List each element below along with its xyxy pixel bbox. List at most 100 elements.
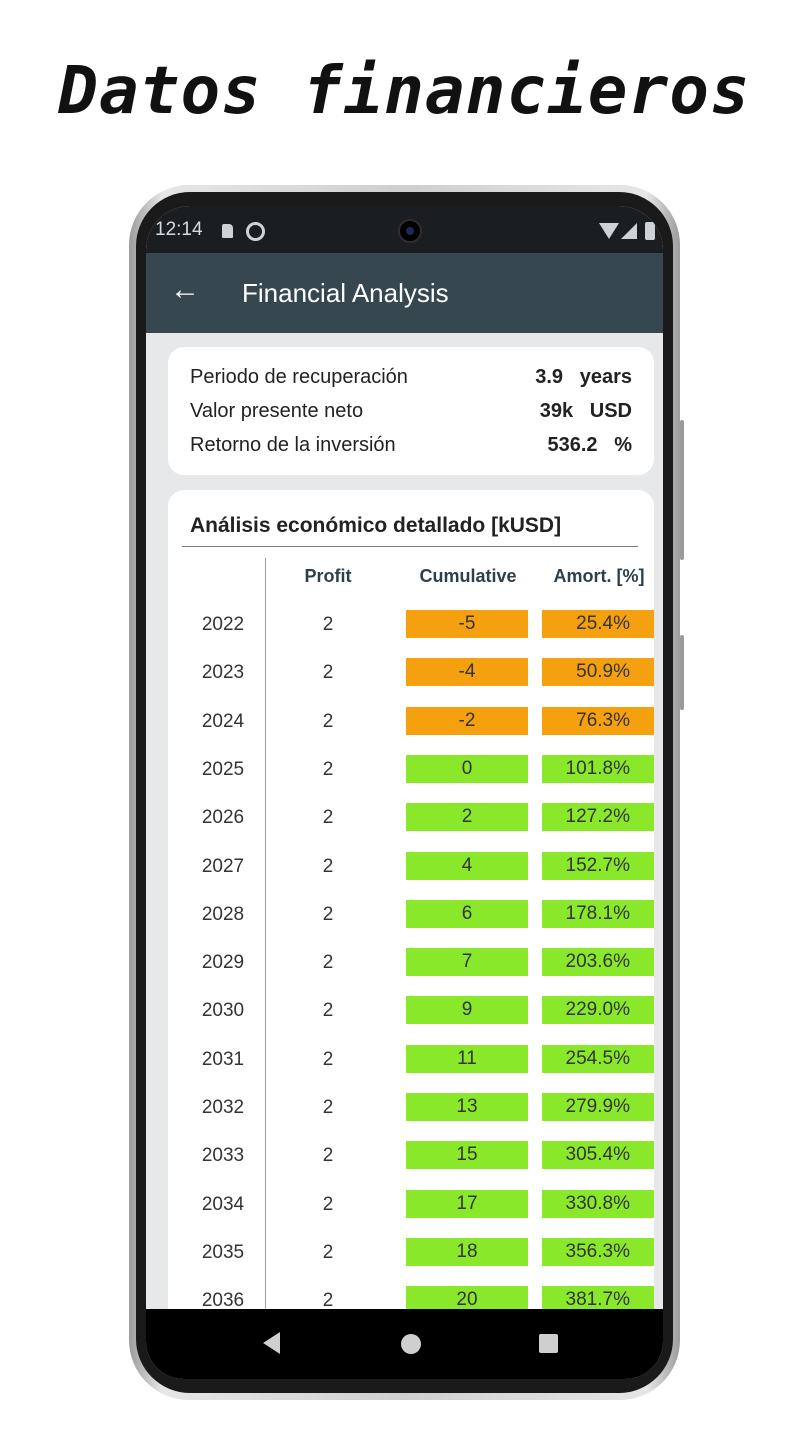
profit-cell: 2 [322,1145,334,1167]
phone-frame: 12:14 ← Financial Analysis Periodo de re… [129,185,684,1400]
profit-cell: 2 [322,1241,334,1263]
profit-cell: 2 [322,758,334,780]
amort-cell: 25.4% [542,610,654,638]
year-cell: 2030 [201,1000,245,1022]
cumulative-cell: 15 [406,1141,528,1170]
cumulative-cell: -2 [406,706,528,735]
year-cell: 2025 [201,758,245,780]
cumulative-cell: 17 [406,1189,528,1218]
summary-label: Valor presente neto [190,400,364,422]
amort-cell: 330.8% [542,1189,654,1218]
detail-title: Análisis económico detallado [kUSD] [190,514,562,537]
year-cell: 2027 [201,855,245,877]
cumulative-cell: 13 [406,1093,528,1121]
header-amort: Amort. [%] [553,566,645,586]
sd-card-icon [222,224,233,238]
power-button [680,635,684,710]
title-divider [182,546,638,547]
table-row: 2031 2 11 254.5% [168,1044,654,1075]
status-time: 12:14 [155,219,203,240]
amort-cell: 305.4% [542,1141,654,1170]
year-column-divider [265,558,266,1338]
summary-value: 39k USD [539,400,632,422]
profit-cell: 2 [322,1048,334,1070]
status-bar: 12:14 [146,206,663,253]
summary-label: Retorno de la inversión [190,434,396,456]
profit-cell: 2 [322,710,334,732]
amort-cell: 229.0% [542,996,654,1025]
cumulative-cell: 18 [406,1237,528,1266]
cumulative-cell: 9 [406,996,528,1025]
year-cell: 2034 [201,1193,245,1215]
year-cell: 2026 [201,807,245,829]
profit-cell: 2 [322,1097,334,1118]
cumulative-cell: 6 [406,899,528,928]
table-row: 2034 2 17 330.8% [168,1189,654,1220]
profit-cell: 2 [322,1000,334,1022]
nav-back-icon[interactable] [263,1332,280,1354]
table-row: 2025 2 0 101.8% [168,754,654,785]
amort-cell: 178.1% [542,899,654,928]
year-cell: 2023 [201,662,245,684]
profit-cell: 2 [322,614,334,635]
front-camera [398,219,422,243]
year-cell: 2033 [201,1145,245,1167]
header-cumulative: Cumulative [419,566,517,586]
profit-cell: 2 [322,807,334,829]
summary-value: 536.2 % [547,434,632,456]
table-row: 2027 2 4 152.7% [168,851,654,882]
year-cell: 2032 [201,1097,245,1118]
amort-cell: 279.9% [542,1093,654,1121]
year-cell: 2036 [201,1290,245,1312]
summary-card: Periodo de recuperación 3.9 years Valor … [168,347,654,475]
cumulative-cell: 0 [406,754,528,783]
battery-icon [645,222,655,240]
detail-card: Análisis económico detallado [kUSD] Prof… [168,490,654,1350]
arrow-left-icon[interactable]: ← [170,273,200,306]
cumulative-cell: 7 [406,948,528,977]
table-row: 2032 2 13 279.9% [168,1093,654,1123]
cumulative-cell: 2 [406,803,528,832]
cumulative-cell: -5 [406,610,528,638]
summary-value: 3.9 years [535,366,632,388]
profit-cell: 2 [322,903,334,925]
year-cell: 2024 [201,710,245,732]
table-row: 2030 2 9 229.0% [168,996,654,1026]
cumulative-cell: 4 [406,851,528,880]
header-profit: Profit [304,566,352,586]
nav-home-icon[interactable] [401,1334,421,1354]
year-cell: 2029 [201,952,245,974]
promo-headline: Datos financieros [58,52,751,129]
profit-cell: 2 [322,1290,334,1312]
navigation-bar [146,1309,663,1379]
amort-cell: 50.9% [542,658,654,687]
cumulative-cell: -4 [406,658,528,687]
table-row: 2028 2 6 178.1% [168,899,654,930]
amort-cell: 152.7% [542,851,654,880]
summary-row: Valor presente neto 39k USD [190,400,632,430]
table-row: 2033 2 15 305.4% [168,1141,654,1171]
app-bar: ← Financial Analysis [146,253,663,333]
amort-cell: 356.3% [542,1237,654,1266]
year-cell: 2028 [201,903,245,925]
profit-cell: 2 [322,952,334,974]
signal-icon [621,223,637,239]
nav-recents-icon[interactable] [539,1334,558,1353]
table-row: 2023 2 -4 50.9% [168,658,654,688]
table-row: 2035 2 18 356.3% [168,1237,654,1268]
year-cell: 2022 [201,614,245,635]
amort-cell: 254.5% [542,1044,654,1073]
table-row: 2026 2 2 127.2% [168,803,654,833]
amort-cell: 76.3% [542,706,654,735]
wifi-icon [599,223,619,239]
page-title: Financial Analysis [242,278,449,308]
profit-cell: 2 [322,855,334,877]
profit-cell: 2 [322,1193,334,1215]
sync-icon [246,222,265,241]
summary-label: Periodo de recuperación [190,366,408,388]
amort-cell: 203.6% [542,948,654,977]
phone-screen: 12:14 ← Financial Analysis Periodo de re… [146,206,663,1379]
cumulative-cell: 11 [406,1044,528,1073]
amort-cell: 101.8% [542,754,654,783]
profit-cell: 2 [322,662,334,684]
